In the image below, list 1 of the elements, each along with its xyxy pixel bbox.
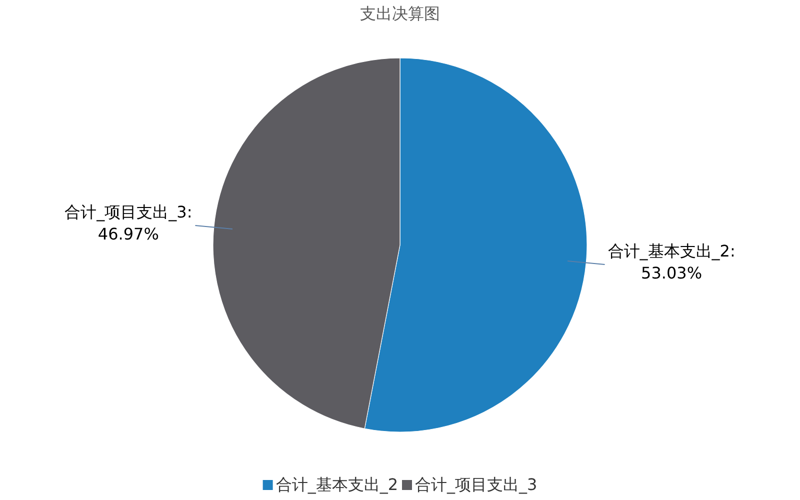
title: 支出决算图 xyxy=(360,4,440,23)
